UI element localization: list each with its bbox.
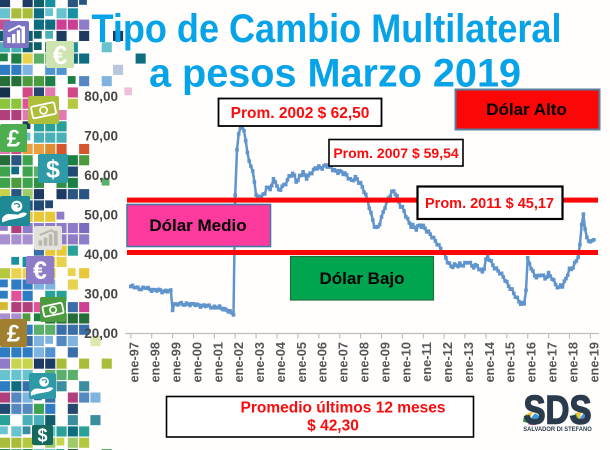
svg-text:Tipo de Cambio Multilateral: Tipo de Cambio Multilateral bbox=[92, 7, 562, 51]
svg-text:ene-00: ene-00 bbox=[189, 342, 204, 383]
svg-text:50,00: 50,00 bbox=[84, 208, 118, 223]
svg-text:30,00: 30,00 bbox=[84, 287, 118, 302]
svg-text:ene-04: ene-04 bbox=[273, 341, 288, 382]
svg-text:ene-01: ene-01 bbox=[210, 342, 225, 383]
svg-text:ene-02: ene-02 bbox=[231, 342, 246, 383]
svg-text:SALVADOR DI STEFANO: SALVADOR DI STEFANO bbox=[523, 426, 592, 433]
svg-text:Dólar Bajo: Dólar Bajo bbox=[319, 269, 404, 288]
svg-text:60,00: 60,00 bbox=[84, 168, 118, 183]
svg-text:Prom. 2002 $ 62,50: Prom. 2002 $ 62,50 bbox=[231, 105, 370, 122]
svg-text:£: £ bbox=[7, 321, 21, 348]
svg-text:70,00: 70,00 bbox=[84, 129, 118, 144]
svg-text:ene-09: ene-09 bbox=[377, 342, 392, 383]
svg-text:40,00: 40,00 bbox=[84, 247, 118, 262]
svg-text:€: € bbox=[53, 40, 67, 70]
svg-text:ene-05: ene-05 bbox=[294, 342, 309, 383]
svg-text:ene-11: ene-11 bbox=[419, 342, 434, 382]
svg-text:$: $ bbox=[37, 426, 47, 446]
svg-text:ene-98: ene-98 bbox=[148, 342, 163, 383]
svg-text:ene-18: ene-18 bbox=[565, 342, 580, 383]
svg-text:ene-97: ene-97 bbox=[127, 342, 142, 383]
svg-text:Dólar Alto: Dólar Alto bbox=[486, 100, 567, 119]
svg-text:Prom. 2011 $ 45,17: Prom. 2011 $ 45,17 bbox=[425, 196, 554, 212]
svg-text:€: € bbox=[33, 257, 47, 285]
svg-text:SDS: SDS bbox=[524, 389, 592, 433]
svg-text:ene-13: ene-13 bbox=[461, 342, 476, 383]
svg-text:ene-12: ene-12 bbox=[440, 342, 455, 383]
svg-text:ene-03: ene-03 bbox=[252, 342, 267, 383]
svg-text:Prom. 2007 $ 59,54: Prom. 2007 $ 59,54 bbox=[333, 145, 459, 161]
svg-text:Promedio últimos 12 meses: Promedio últimos 12 meses bbox=[240, 399, 445, 416]
svg-text:ene-07: ene-07 bbox=[336, 342, 351, 383]
svg-text:ene-19: ene-19 bbox=[586, 342, 601, 383]
svg-text:20,00: 20,00 bbox=[84, 326, 118, 341]
svg-text:£: £ bbox=[7, 126, 21, 153]
svg-text:ene-15: ene-15 bbox=[503, 342, 518, 383]
svg-text:ene-17: ene-17 bbox=[544, 342, 559, 383]
svg-text:ene-16: ene-16 bbox=[524, 342, 539, 383]
svg-text:Dólar Medio: Dólar Medio bbox=[149, 216, 246, 235]
svg-text:ene-99: ene-99 bbox=[168, 342, 183, 383]
svg-text:ene-14: ene-14 bbox=[482, 341, 497, 382]
svg-text:$ 42,30: $ 42,30 bbox=[307, 417, 359, 434]
svg-text:a pesos Marzo 2019: a pesos Marzo 2019 bbox=[149, 52, 521, 96]
svg-text:ene-06: ene-06 bbox=[315, 342, 330, 383]
svg-text:ene-10: ene-10 bbox=[398, 342, 413, 383]
svg-text:ene-08: ene-08 bbox=[356, 342, 371, 383]
svg-text:80,00: 80,00 bbox=[84, 89, 118, 104]
svg-text:$: $ bbox=[46, 156, 60, 184]
